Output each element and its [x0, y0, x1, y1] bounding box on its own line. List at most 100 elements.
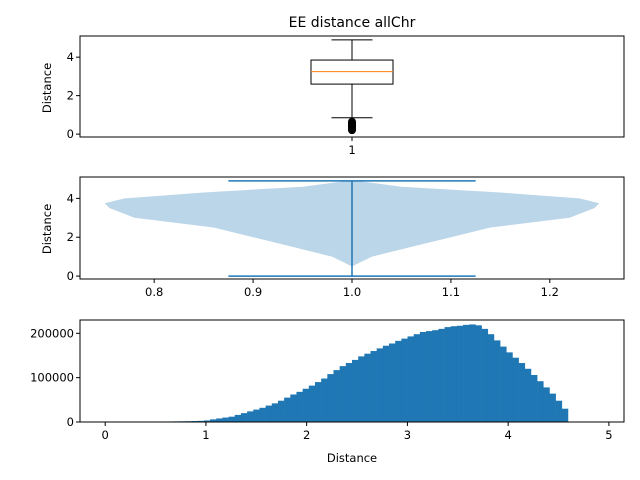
histogram-bar: [512, 357, 519, 422]
histogram-x-tick-label: 0: [102, 428, 109, 442]
boxplot-y-tick-label: 0: [67, 127, 74, 141]
histogram-bar: [376, 348, 384, 422]
boxplot-y-axis-label: Distance: [40, 63, 54, 113]
histogram-bar: [543, 387, 550, 422]
boxplot-x-tick-label: 1: [348, 143, 355, 157]
histogram-bar: [228, 416, 236, 422]
histogram-bar: [284, 397, 291, 422]
histogram-bar: [321, 378, 328, 422]
histogram-bar: [438, 328, 445, 422]
histogram-bar: [382, 345, 390, 422]
histogram-bar: [197, 420, 205, 422]
histogram-bar: [327, 374, 334, 422]
histogram-bar: [203, 420, 211, 422]
histogram-bar: [308, 385, 316, 422]
histogram-bar: [426, 331, 433, 422]
histogram-bar: [487, 334, 495, 422]
histogram-bar: [352, 359, 359, 422]
histogram-bar: [469, 324, 476, 422]
histogram-bar: [537, 381, 544, 422]
boxplot-panel: 0 2 4 1 Distance: [40, 35, 625, 157]
boxplot-y-tick-label: 2: [67, 89, 74, 103]
histogram-bar: [549, 393, 556, 422]
histogram-y-ticks: 0 100000 200000: [30, 326, 80, 429]
histogram-bar: [395, 340, 402, 422]
violin-x-tick-label: 1.2: [541, 285, 559, 299]
histogram-bar: [561, 408, 569, 422]
histogram-y-tick-label: 200000: [30, 326, 74, 340]
histogram-bar: [339, 366, 347, 422]
histogram-bar: [222, 417, 229, 422]
histogram-x-tick-label: 5: [605, 428, 612, 442]
histogram-bar: [407, 336, 414, 422]
histogram-bar: [456, 325, 464, 422]
histogram-bar: [240, 413, 248, 422]
histogram-bar: [419, 331, 427, 422]
histogram-x-ticks: 0 1 2 3 4 5: [102, 422, 613, 442]
histogram-bar: [518, 363, 526, 422]
histogram-bar: [444, 327, 452, 422]
violin-x-tick-label: 0.8: [145, 285, 163, 299]
histogram-bar: [296, 391, 303, 422]
histogram-x-tick-label: 3: [404, 428, 411, 442]
violin-x-tick-label: 0.9: [244, 285, 262, 299]
histogram-bar: [302, 388, 310, 422]
histogram-bar: [432, 330, 439, 422]
histogram-bar: [401, 338, 408, 422]
histogram-x-tick-label: 2: [303, 428, 310, 442]
histogram-bar: [493, 340, 501, 422]
boxplot-outliers: [348, 117, 356, 135]
violin-y-axis-label: Distance: [40, 204, 54, 254]
histogram-bar: [370, 351, 377, 422]
violin-x-tick-label: 1.1: [442, 285, 460, 299]
histogram-bar: [253, 409, 260, 422]
histogram-bars: [142, 324, 569, 422]
histogram-bar: [524, 368, 532, 422]
histogram-bar: [389, 343, 396, 422]
violin-y-tick-label: 0: [67, 269, 74, 283]
histogram-bar: [247, 411, 254, 422]
histogram-bar: [463, 324, 470, 422]
histogram-y-tick-label: 0: [67, 415, 74, 429]
histogram-panel: 0 100000 200000 0 1 2 3 4 5 Distance: [30, 319, 625, 465]
histogram-bar: [530, 374, 538, 422]
boxplot-marks: [310, 39, 394, 135]
boxplot-y-ticks: 0 2 4: [67, 50, 80, 141]
histogram-bar: [450, 326, 458, 422]
histogram-bar: [413, 334, 421, 422]
histogram-x-axis-label: Distance: [327, 451, 377, 465]
violin-y-tick-label: 2: [67, 230, 74, 244]
violin-x-tick-label: 1.0: [343, 285, 361, 299]
histogram-frame: [79, 319, 625, 423]
histogram-bar: [216, 418, 223, 422]
boxplot-y-tick-label: 4: [67, 50, 74, 64]
histogram-bar: [555, 400, 563, 422]
histogram-bar: [333, 370, 340, 422]
histogram-bar: [500, 346, 507, 422]
histogram-y-tick-label: 100000: [30, 371, 74, 385]
histogram-bar: [506, 352, 513, 422]
histogram-bar: [271, 403, 279, 422]
violin-x-ticks: 0.8 0.9 1.0 1.1 1.2: [145, 279, 559, 299]
histogram-bar: [481, 328, 489, 422]
histogram-x-tick-label: 1: [202, 428, 209, 442]
histogram-bar: [475, 325, 482, 422]
histogram-bar: [358, 356, 365, 422]
histogram-bar: [259, 407, 266, 422]
histogram-bar: [290, 394, 297, 422]
histogram-bar: [277, 400, 285, 422]
violin-y-ticks: 0 2 4: [67, 191, 80, 283]
figure-title: EE distance allChr: [289, 15, 416, 31]
histogram-bar: [265, 405, 273, 422]
histogram-bar: [314, 382, 322, 422]
violin-y-tick-label: 4: [67, 191, 74, 205]
histogram-bar: [345, 363, 353, 422]
histogram-bar: [364, 353, 371, 422]
histogram-x-tick-label: 4: [504, 428, 511, 442]
histogram-bar: [210, 419, 217, 422]
violin-panel: 0 2 4 0.8 0.9 1.0 1.1 1.2 Distance: [40, 176, 625, 299]
violin-marks: [104, 180, 600, 277]
boxplot-x-ticks: 1: [348, 137, 356, 157]
histogram-bar: [234, 414, 242, 422]
